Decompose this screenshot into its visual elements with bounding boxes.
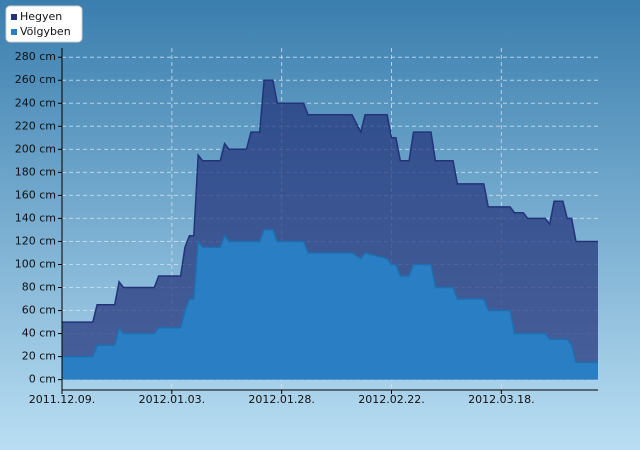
y-tick-label: 80 cm: [22, 281, 56, 294]
y-tick-label: 20 cm: [22, 350, 56, 363]
x-tick-label: 2012.02.22.: [358, 393, 424, 406]
y-tick-label: 240 cm: [15, 96, 56, 109]
x-tick-label: 2012.03.18.: [468, 393, 534, 406]
y-tick-label: 0 cm: [29, 373, 56, 386]
y-tick-label: 260 cm: [15, 73, 56, 86]
x-tick-label: 2012.01.28.: [248, 393, 314, 406]
y-tick-label: 200 cm: [15, 142, 56, 155]
legend-marker: [11, 29, 17, 35]
y-tick-label: 280 cm: [15, 50, 56, 63]
y-tick-label: 160 cm: [15, 188, 56, 201]
y-tick-label: 120 cm: [15, 234, 56, 247]
line: [62, 229, 598, 364]
y-tick-label: 40 cm: [22, 327, 56, 340]
y-tick-label: 220 cm: [15, 119, 56, 132]
plot-area: [62, 79, 598, 380]
area: [62, 229, 598, 380]
legend-box: [5, 5, 83, 43]
axes: 0 cm 20 cm 40 cm 60 cm 80 cm 100 cm 120 cm 140 …: [15, 48, 598, 406]
x-tick-label: 2011.12.09.: [29, 393, 95, 406]
legend-label: Hegyen: [20, 10, 62, 23]
y-tick-label: 180 cm: [15, 165, 56, 178]
legend-label: Völgyben: [20, 25, 71, 38]
legend: Hegyen Völgyben: [5, 5, 83, 43]
legend-marker: [11, 14, 17, 20]
y-tick-label: 140 cm: [15, 211, 56, 224]
y-tick-label: 100 cm: [15, 257, 56, 270]
x-tick-label: 2012.01.03.: [139, 393, 205, 406]
y-tick-label: 60 cm: [22, 304, 56, 317]
line: [62, 79, 598, 323]
